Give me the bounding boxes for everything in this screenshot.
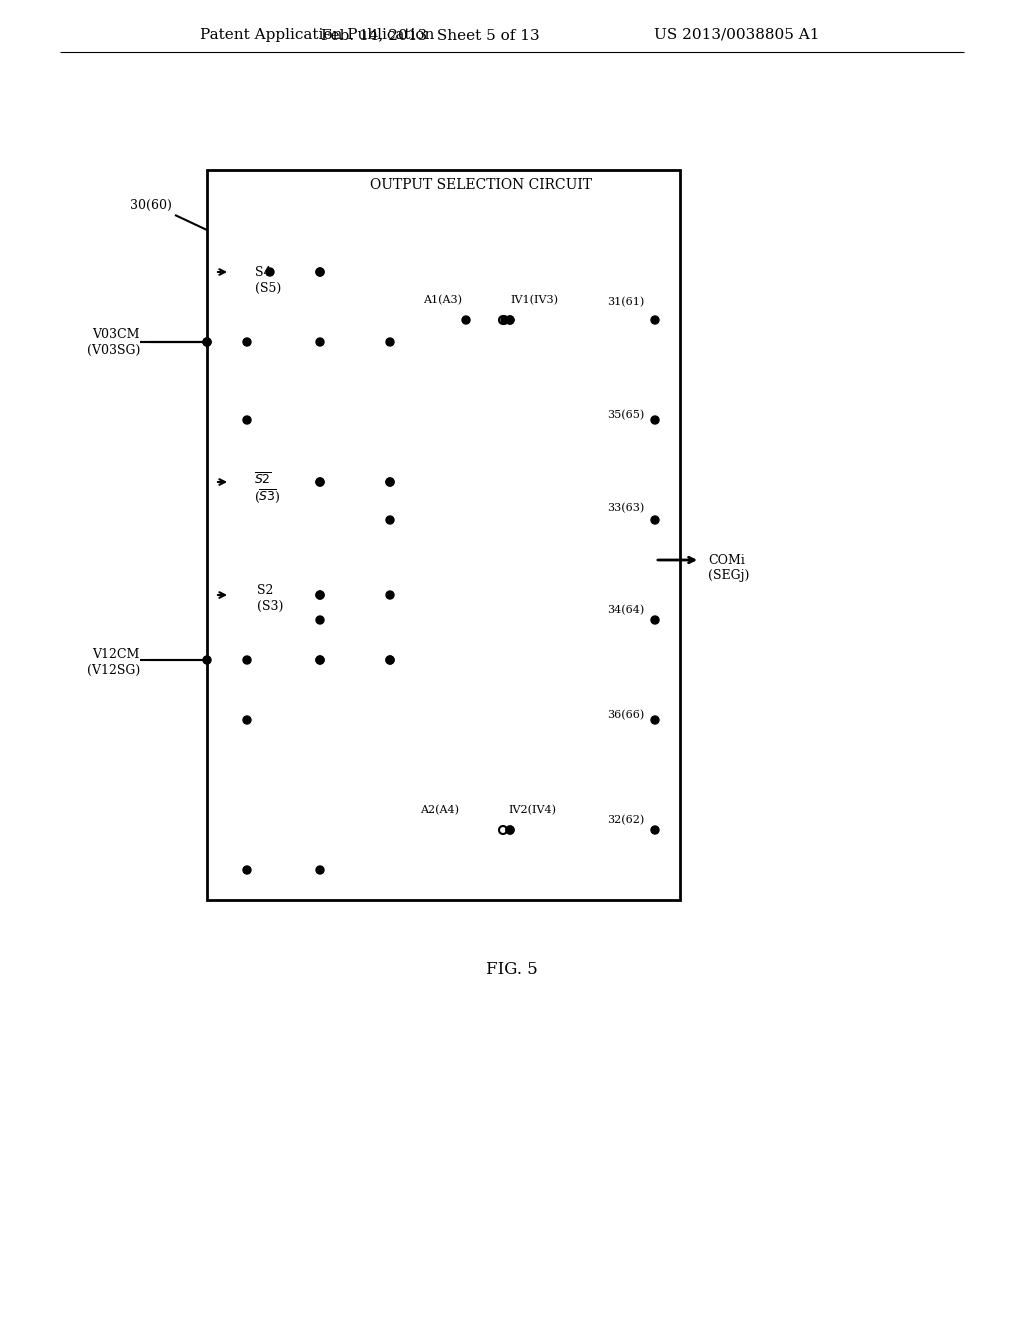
Text: (V03SG): (V03SG) bbox=[87, 343, 140, 356]
Circle shape bbox=[651, 826, 659, 834]
Circle shape bbox=[506, 826, 514, 834]
Circle shape bbox=[243, 338, 251, 346]
Circle shape bbox=[243, 715, 251, 723]
Circle shape bbox=[462, 315, 470, 323]
Circle shape bbox=[316, 478, 324, 486]
Text: V12CM: V12CM bbox=[92, 648, 140, 661]
Circle shape bbox=[203, 338, 211, 346]
Text: 34(64): 34(64) bbox=[607, 605, 644, 615]
Circle shape bbox=[386, 516, 394, 524]
Text: V03CM: V03CM bbox=[92, 329, 140, 342]
Text: A1(A3): A1(A3) bbox=[424, 294, 463, 305]
Circle shape bbox=[316, 478, 324, 486]
Circle shape bbox=[316, 866, 324, 874]
Circle shape bbox=[506, 826, 514, 834]
Circle shape bbox=[501, 315, 509, 323]
Circle shape bbox=[316, 591, 324, 599]
Circle shape bbox=[316, 268, 324, 276]
Text: US 2013/0038805 A1: US 2013/0038805 A1 bbox=[654, 28, 820, 42]
Circle shape bbox=[243, 656, 251, 664]
Text: (S5): (S5) bbox=[255, 281, 282, 294]
Text: S4: S4 bbox=[255, 265, 271, 279]
Circle shape bbox=[506, 315, 514, 323]
Circle shape bbox=[651, 616, 659, 624]
Circle shape bbox=[243, 416, 251, 424]
Text: ($\overline{S3}$): ($\overline{S3}$) bbox=[254, 487, 281, 504]
Circle shape bbox=[386, 656, 394, 664]
Circle shape bbox=[651, 315, 659, 323]
Circle shape bbox=[316, 616, 324, 624]
Text: Patent Application Publication: Patent Application Publication bbox=[200, 28, 434, 42]
Circle shape bbox=[316, 656, 324, 664]
Text: 36(66): 36(66) bbox=[607, 710, 644, 721]
Text: 30(60): 30(60) bbox=[130, 198, 172, 211]
Text: 35(65): 35(65) bbox=[607, 409, 644, 420]
Text: S2: S2 bbox=[257, 583, 273, 597]
Text: 33(63): 33(63) bbox=[607, 503, 644, 513]
Bar bbox=[207, 170, 680, 900]
Circle shape bbox=[203, 656, 211, 664]
Text: (V12SG): (V12SG) bbox=[87, 664, 140, 676]
Text: IV1(IV3): IV1(IV3) bbox=[510, 294, 558, 305]
Circle shape bbox=[651, 416, 659, 424]
Circle shape bbox=[386, 338, 394, 346]
Circle shape bbox=[243, 866, 251, 874]
Circle shape bbox=[316, 656, 324, 664]
Circle shape bbox=[651, 715, 659, 723]
Circle shape bbox=[506, 315, 514, 323]
Text: 31(61): 31(61) bbox=[607, 297, 644, 308]
Text: FIG. 5: FIG. 5 bbox=[486, 961, 538, 978]
Text: 32(62): 32(62) bbox=[607, 814, 644, 825]
Circle shape bbox=[386, 478, 394, 486]
Text: $\overline{S2}$: $\overline{S2}$ bbox=[254, 473, 272, 487]
Circle shape bbox=[386, 591, 394, 599]
Circle shape bbox=[266, 268, 274, 276]
Circle shape bbox=[316, 591, 324, 599]
Circle shape bbox=[386, 478, 394, 486]
Circle shape bbox=[651, 516, 659, 524]
Text: Feb. 14, 2013  Sheet 5 of 13: Feb. 14, 2013 Sheet 5 of 13 bbox=[321, 28, 540, 42]
Text: A2(A4): A2(A4) bbox=[421, 805, 460, 816]
Text: IV2(IV4): IV2(IV4) bbox=[508, 805, 556, 816]
Text: (S3): (S3) bbox=[257, 599, 284, 612]
Circle shape bbox=[203, 338, 211, 346]
Text: OUTPUT SELECTION CIRCUIT: OUTPUT SELECTION CIRCUIT bbox=[370, 178, 592, 191]
Circle shape bbox=[386, 656, 394, 664]
Text: COMi: COMi bbox=[708, 553, 744, 566]
Circle shape bbox=[316, 338, 324, 346]
Circle shape bbox=[316, 268, 324, 276]
Text: (SEGj): (SEGj) bbox=[708, 569, 750, 582]
